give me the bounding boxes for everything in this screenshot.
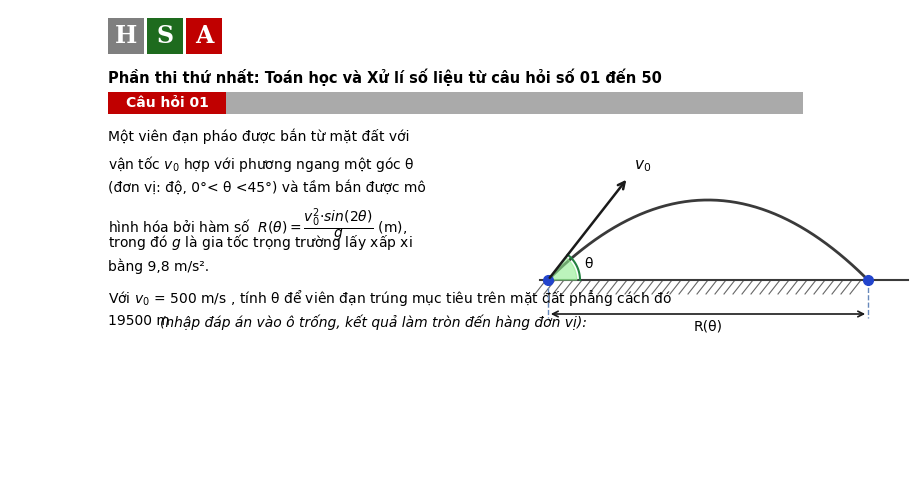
- Text: θ: θ: [584, 257, 593, 271]
- Text: S: S: [157, 24, 173, 48]
- Text: H: H: [114, 24, 137, 48]
- Bar: [108, 92, 803, 114]
- Polygon shape: [548, 257, 577, 280]
- Text: (đơn vị: độ, 0°< θ <45°) và tầm bắn được mô: (đơn vị: độ, 0°< θ <45°) và tầm bắn được…: [108, 180, 426, 195]
- Text: Với $v_0$ = 500 m/s , tính θ để viên đạn trúng mục tiêu trên mặt đất phẳng cách : Với $v_0$ = 500 m/s , tính θ để viên đạn…: [108, 288, 672, 308]
- Text: R(θ): R(θ): [693, 320, 723, 334]
- Text: Câu hỏi 01: Câu hỏi 01: [125, 96, 209, 110]
- Text: 19500 m: 19500 m: [108, 314, 174, 328]
- Text: vận tốc $v_0$ hợp với phương ngang một góc θ: vận tốc $v_0$ hợp với phương ngang một g…: [108, 154, 414, 174]
- Text: $v_0$: $v_0$: [634, 158, 651, 174]
- Bar: [108, 18, 144, 54]
- Text: Một viên đạn pháo được bắn từ mặt đất với: Một viên đạn pháo được bắn từ mặt đất vớ…: [108, 128, 409, 143]
- Bar: [147, 18, 183, 54]
- Text: (nhập đáp án vào ô trống, kết quả làm tròn đến hàng đơn vị):: (nhập đáp án vào ô trống, kết quả làm tr…: [160, 314, 587, 329]
- Bar: [108, 92, 226, 114]
- Bar: [186, 18, 222, 54]
- Text: hình hóa bởi hàm số  $R(\theta)=\dfrac{v_0^2{\cdot}sin(2\theta)}{g}$ (m),: hình hóa bởi hàm số $R(\theta)=\dfrac{v_…: [108, 206, 408, 244]
- Text: bằng 9,8 m/s².: bằng 9,8 m/s².: [108, 258, 209, 273]
- Text: trong đó $g$ là gia tốc trọng trường lấy xấp xi: trong đó $g$ là gia tốc trọng trường lấy…: [108, 232, 412, 252]
- Text: A: A: [195, 24, 213, 48]
- Text: Phần thi thứ nhất: Toán học và Xử lí số liệu từ câu hỏi số 01 đến 50: Phần thi thứ nhất: Toán học và Xử lí số …: [108, 68, 662, 86]
